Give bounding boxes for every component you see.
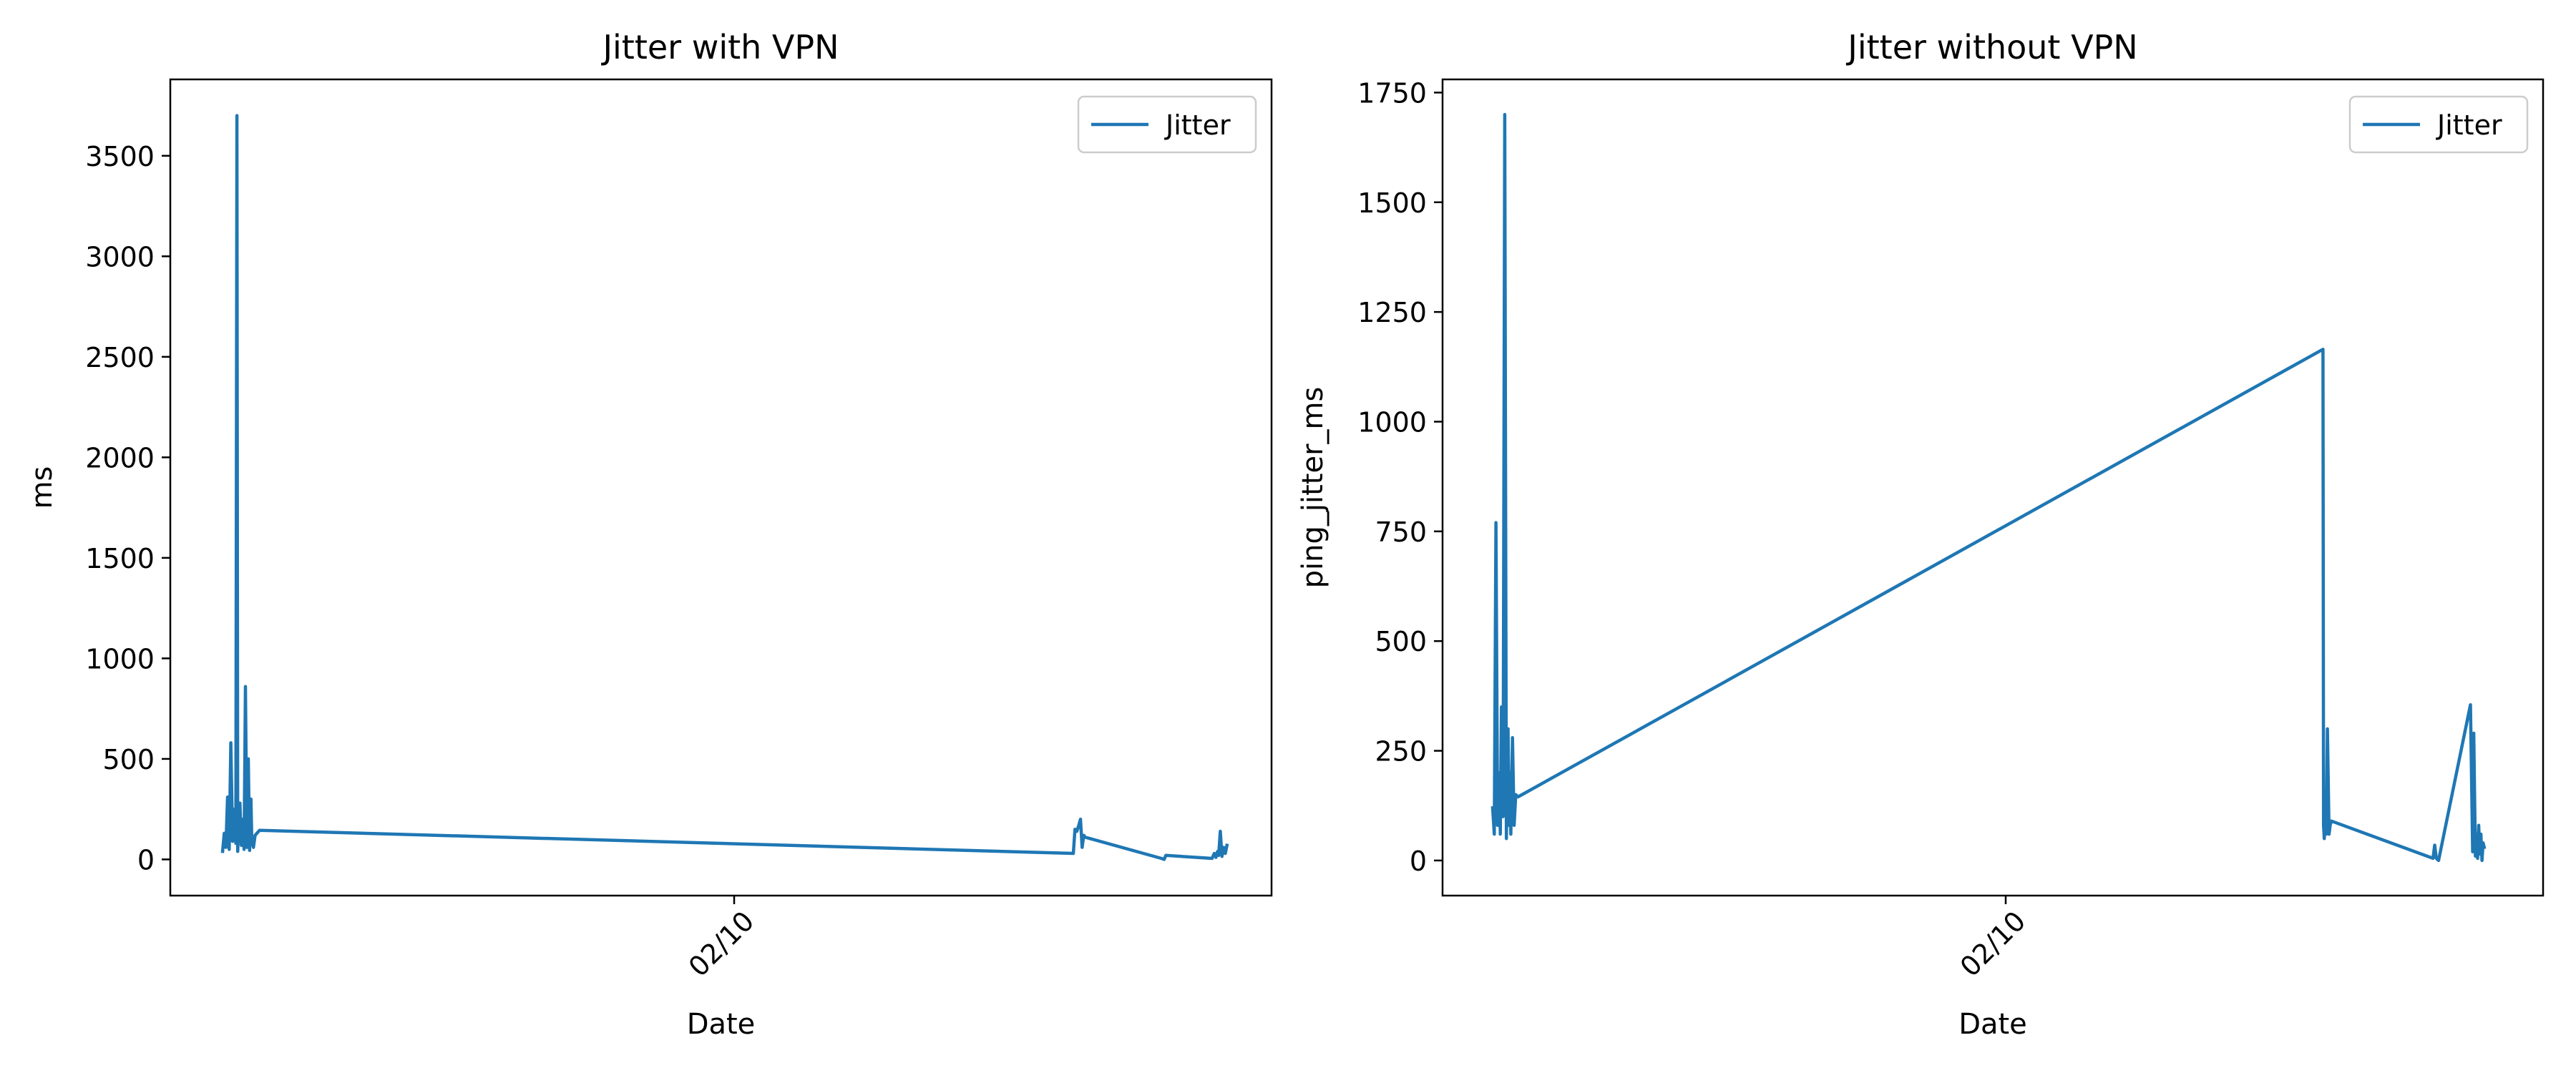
legend-box	[2348, 95, 2529, 154]
y-tick-label: 2500	[85, 342, 155, 373]
y-tick-label: 250	[1375, 736, 1427, 768]
legend-box	[1077, 95, 1257, 154]
legend-label: Jitter	[2436, 109, 2502, 141]
y-tick-label: 3000	[85, 241, 155, 273]
axes-frame	[1441, 78, 2545, 897]
axes-frame	[169, 78, 1273, 897]
y-tick-label: 750	[1375, 516, 1427, 548]
y-tick-label: 0	[137, 844, 155, 876]
y-tick-label: 2000	[85, 442, 155, 474]
chart-panel-without-vpn: Jitter without VPN 0 250 500 750 1000 1250 1500…	[1297, 28, 2545, 1041]
legend: Jitter	[2348, 95, 2529, 154]
y-tick-label: 1500	[85, 543, 155, 574]
y-tick-label: 1000	[1357, 406, 1427, 438]
y-axis-label: ms	[26, 466, 59, 509]
x-axis-label: Date	[687, 1008, 756, 1041]
chart-title: Jitter without VPN	[1845, 28, 2137, 67]
y-tick-label: 3500	[85, 141, 155, 172]
y-tick-label: 1000	[85, 643, 155, 675]
x-axis-label: Date	[1958, 1008, 2027, 1041]
chart-title: Jitter with VPN	[600, 28, 839, 67]
y-tick-label: 1500	[1357, 187, 1427, 219]
y-tick-label: 1250	[1357, 297, 1427, 328]
y-axis-label: ping_jitter_ms	[1297, 387, 1330, 589]
legend-label: Jitter	[1164, 109, 1231, 141]
y-tick-label: 1750	[1357, 77, 1427, 109]
y-tick-label: 0	[1410, 846, 1427, 877]
series-line-jitter	[220, 114, 1229, 861]
series-line-jitter	[1491, 112, 2487, 863]
y-tick-label: 500	[102, 744, 155, 775]
y-tick-label: 500	[1375, 626, 1427, 657]
legend: Jitter	[1077, 95, 1257, 154]
